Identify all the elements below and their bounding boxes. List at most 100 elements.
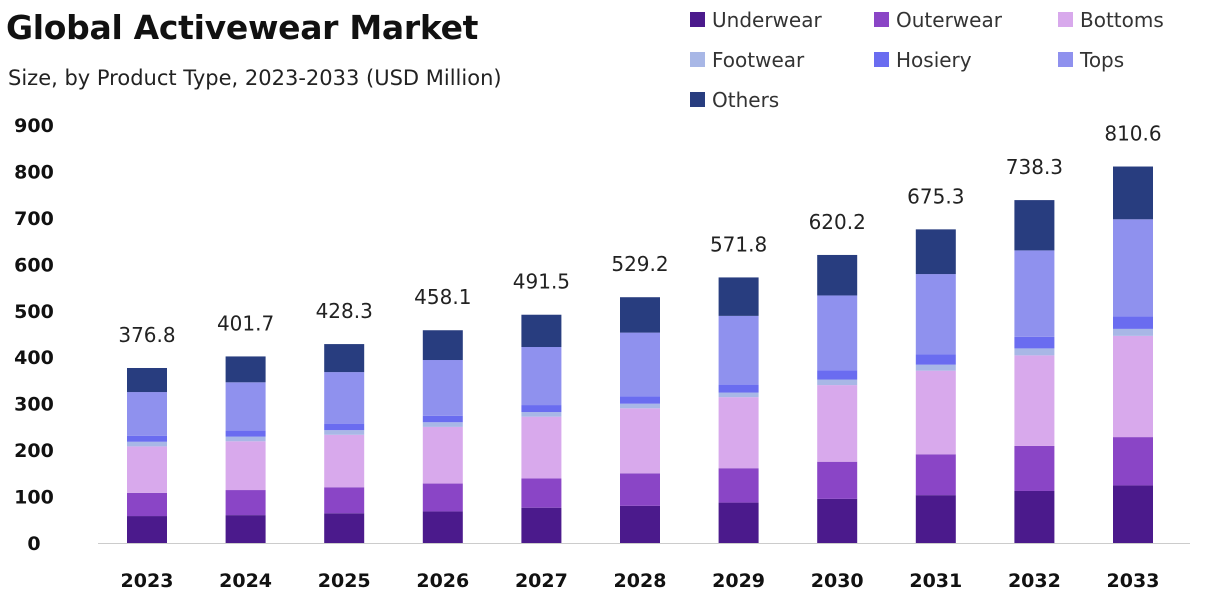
bar-segment-others [127, 367, 167, 393]
bar-stack-2033 [1113, 166, 1153, 543]
x-tick-label: 2029 [712, 570, 765, 592]
total-label: 738.3 [1006, 155, 1063, 179]
legend-swatch [1058, 52, 1073, 67]
bar-segment-bottoms [521, 416, 562, 479]
bar-segment-tops [817, 295, 858, 371]
bar-segment-hosiery [1014, 336, 1055, 349]
x-tick-label: 2028 [614, 570, 667, 592]
bars [127, 166, 1153, 543]
bar-stack-2024 [225, 356, 266, 543]
bar-segment-tops [1014, 250, 1055, 337]
legend-swatch [874, 52, 889, 67]
bar-segment-hosiery [817, 370, 858, 380]
bar-segment-outerwear [1014, 445, 1055, 491]
bar-stack-2032 [1014, 200, 1055, 543]
y-tick-label: 0 [27, 533, 40, 555]
total-label: 675.3 [907, 184, 964, 208]
bar-segment-tops [718, 315, 759, 385]
y-tick-label: 900 [14, 115, 54, 137]
bar-segment-underwear [915, 495, 956, 543]
bar-segment-footwear [1014, 348, 1055, 356]
legend-item-others: Others [690, 88, 779, 112]
bar-segment-bottoms [324, 434, 365, 488]
bar-segment-bottoms [422, 426, 463, 484]
x-tick-label: 2025 [318, 570, 371, 592]
bar-stack-2028 [620, 297, 660, 543]
bar-segment-bottoms [620, 408, 660, 474]
bar-segment-underwear [1014, 490, 1055, 543]
legend-item-tops: Tops [1058, 48, 1124, 72]
total-label: 458.1 [414, 285, 471, 309]
legend-label: Underwear [712, 8, 822, 32]
bar-segment-underwear [817, 498, 858, 543]
bar-segment-underwear [127, 516, 167, 543]
bar-segment-underwear [1113, 485, 1153, 543]
bar-segment-bottoms [817, 385, 858, 462]
bar-segment-outerwear [521, 478, 562, 508]
y-tick-label: 100 [14, 487, 54, 509]
x-tick-label: 2024 [219, 570, 272, 592]
total-label: 376.8 [118, 323, 175, 347]
y-tick-label: 500 [14, 301, 54, 323]
bar-segment-outerwear [422, 483, 463, 512]
x-tick-label: 2032 [1008, 570, 1061, 592]
x-tick-label: 2031 [909, 570, 962, 592]
bar-segment-others [1014, 200, 1055, 251]
bar-segment-bottoms [127, 446, 167, 493]
legend-swatch [874, 12, 889, 27]
y-tick-label: 800 [14, 161, 54, 183]
bar-stack-2031 [915, 229, 956, 543]
bar-segment-outerwear [620, 473, 660, 506]
legend: Underwear Outerwear Bottoms Footwear Hosiery… [690, 8, 1164, 112]
bar-segment-tops [225, 382, 266, 431]
bar-segment-outerwear [718, 468, 759, 503]
bar-segment-tops [620, 332, 660, 397]
bar-segment-hosiery [915, 354, 956, 365]
bar-segment-underwear [225, 515, 266, 543]
bar-segment-others [915, 229, 956, 275]
bar-segment-footwear [620, 403, 660, 409]
bar-segment-hosiery [127, 435, 167, 442]
bar-segment-bottoms [1113, 335, 1153, 438]
legend-item-underwear: Underwear [690, 8, 822, 32]
legend-label: Bottoms [1080, 8, 1164, 32]
bar-segment-others [817, 254, 858, 296]
bar-segment-hosiery [1113, 316, 1153, 329]
bar-segment-footwear [521, 412, 562, 417]
bar-stack-2030 [817, 254, 858, 543]
bar-segment-footwear [225, 436, 266, 442]
bar-segment-others [521, 314, 562, 348]
bar-segment-outerwear [324, 487, 365, 514]
legend-item-outerwear: Outerwear [874, 8, 1003, 32]
bar-segment-underwear [521, 507, 562, 543]
bar-segment-tops [521, 347, 562, 406]
bar-segment-tops [915, 274, 956, 355]
bar-segment-bottoms [1014, 355, 1055, 446]
legend-swatch [690, 52, 705, 67]
bar-stack-2029 [718, 277, 759, 543]
y-tick-label: 400 [14, 347, 54, 369]
bar-segment-outerwear [915, 454, 956, 496]
bar-segment-hosiery [225, 430, 266, 437]
x-tick-label: 2033 [1107, 570, 1160, 592]
bar-segment-hosiery [521, 405, 562, 413]
bar-segment-others [620, 297, 660, 333]
legend-item-footwear: Footwear [690, 48, 805, 72]
bar-segment-tops [422, 360, 463, 416]
bar-segment-outerwear [817, 461, 858, 499]
bar-segment-bottoms [915, 370, 956, 455]
total-label: 571.8 [710, 232, 767, 256]
legend-label: Hosiery [896, 48, 972, 72]
bar-segment-others [422, 330, 463, 361]
bar-segment-outerwear [225, 490, 266, 516]
legend-label: Others [712, 88, 779, 112]
x-tick-label: 2030 [811, 570, 864, 592]
x-tick-label: 2023 [121, 570, 174, 592]
bar-segment-hosiery [620, 396, 660, 404]
bar-segment-underwear [718, 502, 759, 543]
legend-swatch [690, 12, 705, 27]
x-tick-label: 2026 [416, 570, 469, 592]
bar-segment-hosiery [324, 423, 365, 431]
chart-subtitle: Size, by Product Type, 2023-2033 (USD Mi… [8, 66, 502, 90]
